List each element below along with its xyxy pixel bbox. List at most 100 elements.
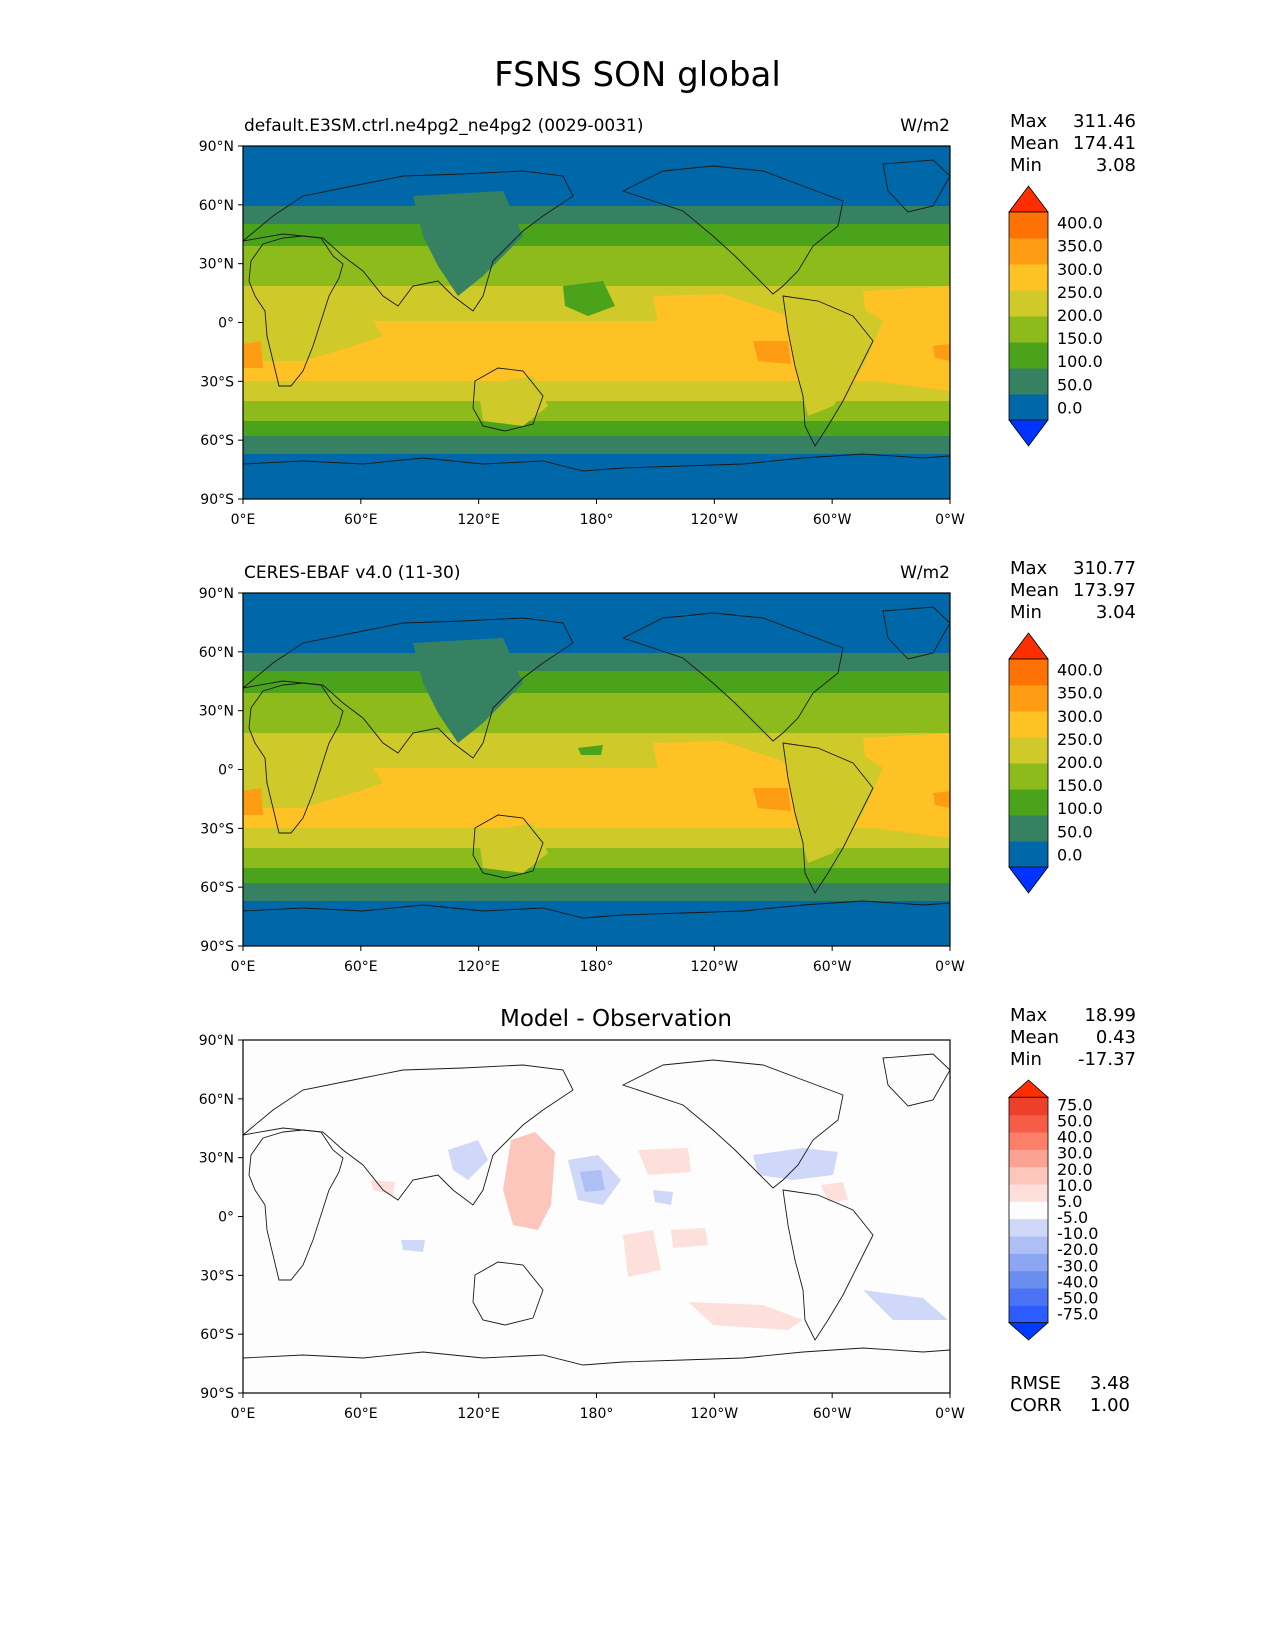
panel3-colorbar-tick-label: -5.0 bbox=[1057, 1208, 1088, 1227]
lat-tick-label: 60°N bbox=[199, 1092, 234, 1108]
contour-region bbox=[243, 341, 263, 368]
corr-label: CORR bbox=[1010, 1395, 1062, 1416]
rmse-label: RMSE bbox=[1010, 1373, 1061, 1394]
contour-band bbox=[243, 381, 950, 401]
panel3-metrics: RMSE 3.48 CORR 1.00 bbox=[1010, 1373, 1130, 1417]
panel2-colorbar-swatch bbox=[1009, 763, 1048, 790]
lat-tick-label: 90°N bbox=[199, 1033, 234, 1049]
contour-band bbox=[243, 693, 950, 733]
lon-tick-label: 120°W bbox=[691, 959, 739, 975]
panel3-colorbar-tick-label: 30.0 bbox=[1057, 1144, 1093, 1163]
contour-region bbox=[503, 1132, 555, 1230]
stat-max-label: Max bbox=[1010, 1005, 1048, 1026]
coastline bbox=[621, 612, 844, 742]
coastline bbox=[243, 170, 574, 312]
panel3-colorbar-swatch bbox=[1009, 1253, 1048, 1272]
panel1-title-left: default.E3SM.ctrl.ne4pg2_ne4pg2 (0029-00… bbox=[244, 116, 644, 136]
panel2-colorbar-extend-max bbox=[1008, 632, 1049, 660]
contour-region bbox=[413, 191, 523, 296]
lon-tick-label: 180° bbox=[580, 1406, 614, 1422]
panel2-colorbar-swatch bbox=[1009, 789, 1048, 816]
contour-region bbox=[821, 1182, 848, 1202]
panel2-colorbar-swatch bbox=[1009, 711, 1048, 738]
panel1-colorbar-tick-label: 150.0 bbox=[1057, 329, 1103, 348]
contour-region bbox=[371, 1180, 395, 1195]
contour-region bbox=[863, 733, 950, 838]
contour-region bbox=[243, 296, 383, 361]
lat-tick-label: 0° bbox=[218, 763, 234, 779]
contour-region bbox=[653, 1190, 673, 1205]
lon-tick-label: 180° bbox=[580, 959, 614, 975]
panel1-frame bbox=[242, 145, 951, 500]
contour-region bbox=[863, 286, 950, 391]
lon-tick-label: 0°E bbox=[231, 959, 256, 975]
contour-region bbox=[671, 1228, 708, 1248]
stat-mean-value: 174.41 bbox=[1073, 133, 1136, 154]
contour-band bbox=[243, 401, 950, 421]
coastline bbox=[243, 617, 574, 759]
contour-region bbox=[580, 1170, 605, 1192]
lon-tick-label: 120°E bbox=[457, 959, 500, 975]
contour-region bbox=[243, 743, 383, 808]
contour-region bbox=[638, 1148, 691, 1175]
panel1-colorbar-tick-label: 400.0 bbox=[1057, 214, 1103, 233]
panel3-title: Model - Observation bbox=[499, 1006, 733, 1032]
panel2-colorbar-swatch bbox=[1009, 737, 1048, 764]
panel1-colorbar-swatch bbox=[1009, 264, 1048, 291]
lat-tick-label: 90°S bbox=[200, 492, 234, 508]
panel2-colorbar-tick-label: 300.0 bbox=[1057, 707, 1103, 726]
panel3-colorbar-tick-label: 5.0 bbox=[1057, 1192, 1082, 1211]
panel1-colorbar-swatch bbox=[1009, 394, 1048, 421]
lon-tick-label: 0°W bbox=[935, 512, 965, 528]
lon-tick-label: 60°E bbox=[344, 959, 378, 975]
panel3-colorbar-tick-label: 75.0 bbox=[1057, 1095, 1093, 1114]
coastline bbox=[243, 1347, 950, 1366]
panel1-colorbar-swatch bbox=[1009, 212, 1048, 239]
lat-tick-label: 30°N bbox=[199, 1151, 234, 1167]
panel2-frame bbox=[242, 592, 951, 947]
lat-tick-label: 30°N bbox=[199, 257, 234, 273]
panel2-units: W/m2 bbox=[900, 563, 950, 583]
lon-tick-label: 120°E bbox=[457, 512, 500, 528]
panel3-colorbar-swatch bbox=[1009, 1305, 1048, 1324]
panel1-colorbar-tick-label: 100.0 bbox=[1057, 352, 1103, 371]
lat-tick-label: 90°S bbox=[200, 939, 234, 955]
contour-region bbox=[688, 1302, 803, 1330]
contour-region bbox=[783, 733, 883, 863]
panel3-colorbar-tick-label: 10.0 bbox=[1057, 1176, 1093, 1195]
contour-band bbox=[243, 436, 950, 454]
coastline bbox=[882, 159, 950, 213]
panel1-stats: Max 311.46 Mean 174.41 Min 3.08 bbox=[1010, 111, 1136, 177]
contour-band bbox=[243, 671, 950, 693]
panel3-colorbar-swatch bbox=[1009, 1132, 1048, 1150]
coastline bbox=[882, 1053, 950, 1107]
coastline bbox=[248, 1129, 344, 1281]
panel2-colorbar-swatch bbox=[1009, 659, 1048, 686]
stat-max-value: 311.46 bbox=[1073, 111, 1136, 132]
panel3-colorbar-swatch bbox=[1009, 1236, 1048, 1254]
coastline bbox=[782, 742, 874, 894]
contour-region bbox=[753, 341, 791, 364]
panel3-frame bbox=[242, 1039, 951, 1394]
panel2-colorbar-tick-label: 250.0 bbox=[1057, 730, 1103, 749]
stat-min-label: Min bbox=[1010, 1049, 1042, 1070]
panel2-colorbar-tick-label: 200.0 bbox=[1057, 753, 1103, 772]
stat-max-label: Max bbox=[1010, 558, 1048, 579]
lat-tick-label: 30°S bbox=[200, 1268, 234, 1284]
contour-region bbox=[478, 376, 548, 426]
lat-tick-label: 90°S bbox=[200, 1386, 234, 1402]
lon-tick-label: 60°W bbox=[813, 959, 852, 975]
panel1-colorbar-extend-min bbox=[1008, 419, 1049, 447]
lon-tick-label: 60°E bbox=[344, 512, 378, 528]
coastline bbox=[621, 165, 844, 295]
panel1-colorbar-tick-label: 300.0 bbox=[1057, 260, 1103, 279]
coastline bbox=[243, 1064, 574, 1206]
contour-band bbox=[243, 421, 950, 436]
rmse-value: 3.48 bbox=[1089, 1373, 1130, 1394]
panel3-colorbar-swatch bbox=[1009, 1114, 1048, 1133]
panel2-stats: Max 310.77 Mean 173.97 Min 3.04 bbox=[1010, 558, 1136, 624]
contour-region bbox=[623, 1230, 661, 1277]
panel1-colorbar-extend-max bbox=[1008, 185, 1049, 213]
panel3-colorbar-tick-label: -30.0 bbox=[1057, 1256, 1098, 1275]
